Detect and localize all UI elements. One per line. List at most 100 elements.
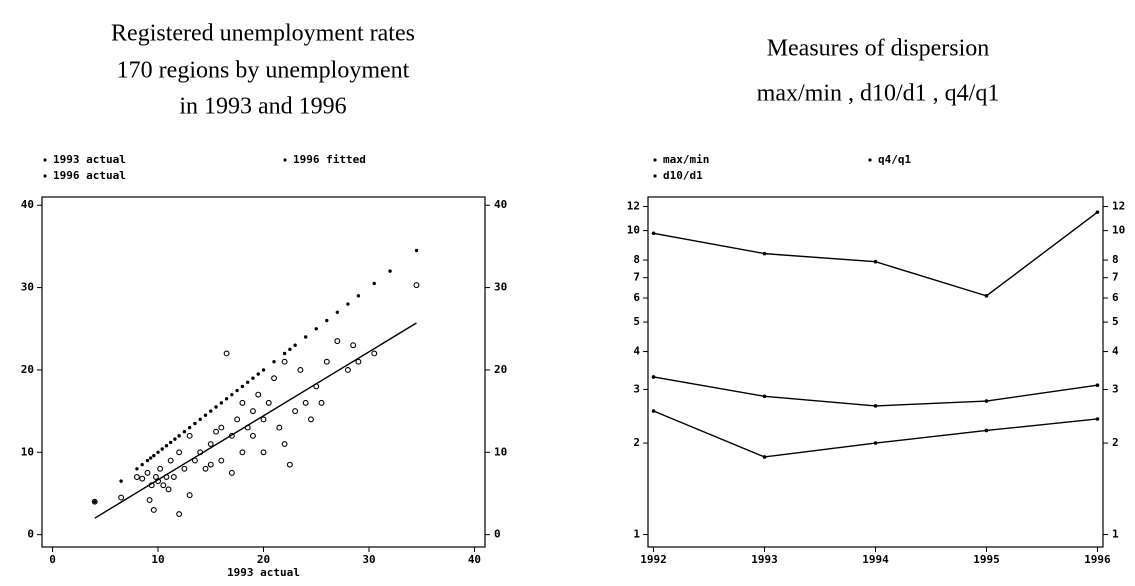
point: [182, 430, 187, 434]
y-tick-label: 10: [627, 224, 640, 237]
point: [213, 428, 219, 435]
vertex: [762, 251, 767, 256]
point: [302, 399, 309, 406]
point: [176, 449, 183, 456]
point: [152, 453, 156, 458]
point: [173, 437, 177, 441]
point: [314, 327, 318, 331]
point: [234, 416, 241, 423]
point: [140, 462, 144, 467]
point: [272, 360, 276, 364]
point: [93, 500, 97, 504]
point: [260, 416, 267, 423]
y2-tick-label: 2: [1112, 436, 1119, 449]
point: [344, 366, 351, 373]
point: [303, 335, 308, 339]
point: [160, 482, 167, 489]
y2-tick-label: 10: [1112, 224, 1125, 237]
point: [214, 405, 218, 409]
vertex: [651, 375, 656, 379]
point: [207, 461, 214, 468]
point: [186, 492, 193, 499]
point: [372, 281, 376, 286]
point: [265, 399, 272, 406]
point: [292, 408, 299, 415]
y-tick-label: 30: [21, 281, 34, 294]
point: [288, 347, 292, 352]
point: [193, 421, 197, 426]
legend-marker: [283, 158, 287, 162]
point: [308, 416, 314, 423]
point: [219, 401, 224, 405]
point: [356, 294, 361, 298]
x-tick-label: 1992: [640, 553, 667, 566]
point: [218, 457, 225, 464]
point: [157, 465, 164, 472]
point: [281, 441, 288, 448]
point: [177, 434, 181, 438]
y2-tick-label: 8: [1112, 253, 1119, 266]
x-tick-label: 1993: [751, 553, 778, 566]
point: [250, 432, 256, 439]
y2-tick-label: 30: [494, 281, 507, 294]
y2-tick-label: 40: [494, 198, 507, 211]
plot-frame: [647, 196, 1104, 548]
vertex: [762, 455, 767, 459]
chart-title: in 1993 and 1996: [179, 94, 346, 120]
point: [202, 465, 209, 472]
point: [164, 444, 169, 448]
vertex: [651, 231, 656, 236]
x-tick-label: 1995: [973, 553, 1000, 566]
point: [198, 417, 202, 422]
point: [388, 269, 392, 273]
vertex: [984, 428, 989, 433]
point: [256, 372, 260, 376]
x-tick-label: 20: [257, 553, 270, 566]
y-tick-label: 3: [633, 383, 640, 396]
legend-marker: [653, 158, 657, 162]
point: [286, 461, 293, 468]
point: [414, 248, 419, 253]
y2-tick-label: 6: [1112, 291, 1119, 304]
x-axis-label: 1993 actual: [227, 566, 300, 579]
chart-title: Registered unemployment rates: [111, 21, 415, 47]
y2-tick-label: 7: [1112, 271, 1119, 284]
vertex: [762, 394, 767, 399]
y2-tick-label: 3: [1112, 383, 1119, 396]
point: [186, 432, 193, 439]
legend-marker: [653, 174, 657, 178]
point: [235, 388, 239, 393]
point: [144, 469, 151, 476]
x-tick-label: 10: [151, 553, 164, 566]
y-tick-label: 7: [633, 271, 640, 284]
point: [160, 447, 164, 451]
point: [325, 318, 329, 323]
point: [255, 391, 262, 398]
y-tick-label: 8: [633, 253, 640, 266]
point: [228, 469, 235, 476]
point: [239, 399, 246, 406]
point: [282, 351, 287, 356]
y2-tick-label: 20: [494, 363, 507, 376]
x-tick-label: 1994: [862, 553, 889, 566]
point: [323, 358, 330, 365]
chart-title: max/min , d10/d1 , q4/q1: [757, 81, 1000, 107]
point: [167, 457, 174, 464]
point: [239, 449, 246, 456]
vertex: [984, 294, 989, 298]
point: [297, 366, 304, 373]
point: [224, 397, 229, 401]
point: [203, 413, 208, 417]
fit-line: [94, 322, 417, 519]
point: [133, 474, 140, 480]
y2-tick-label: 5: [1112, 315, 1119, 328]
point: [118, 494, 125, 501]
point: [218, 424, 225, 431]
series-line: [653, 376, 1098, 407]
point: [139, 475, 146, 482]
point: [135, 467, 139, 471]
point: [170, 474, 177, 480]
y-tick-label: 4: [633, 345, 640, 358]
point: [145, 458, 150, 463]
